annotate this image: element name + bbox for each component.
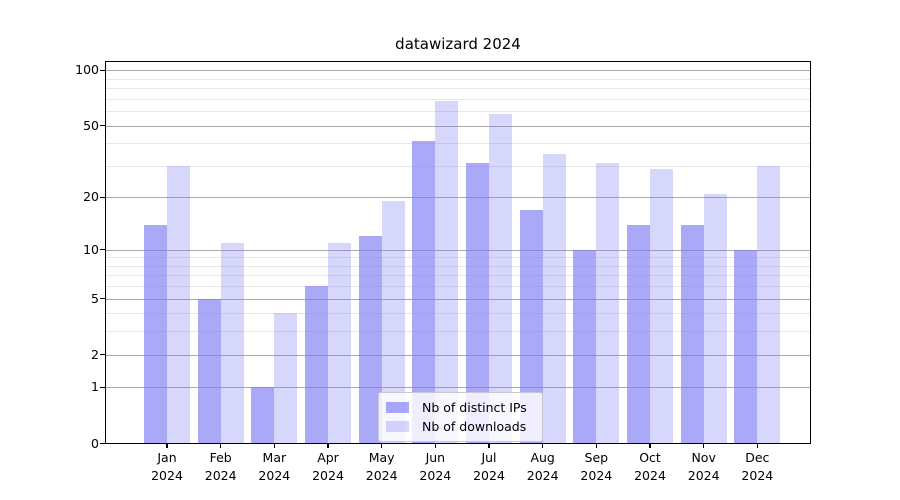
bar-distinct-ips [358,236,382,444]
legend-label: Nb of downloads [422,419,527,434]
y-tick-label: 1 [91,379,99,395]
y-tick-mark [100,69,105,72]
x-tick-label: Mar 2024 [258,450,291,483]
gridline-major [105,354,811,356]
bar-downloads [274,313,298,444]
bar-downloads [596,163,620,444]
x-tick-mark [434,443,436,448]
x-tick-label: Aug 2024 [526,450,559,483]
gridline-minor [105,331,811,333]
gridline-minor [105,313,811,315]
x-tick-mark [756,443,758,448]
gridline-minor [105,88,811,90]
gridline-minor [105,111,811,113]
bar-downloads [650,168,673,444]
x-tick-label: Jan 2024 [151,450,183,483]
bar-distinct-ips [412,141,436,444]
y-tick-mark [100,249,105,251]
bar-downloads [167,165,190,444]
legend-row: Nb of distinct IPs [386,398,534,417]
y-tick-mark [100,354,105,356]
x-tick-label: Apr 2024 [312,450,344,483]
legend: Nb of distinct IPs Nb of downloads [378,392,543,442]
bar-distinct-ips [734,249,758,444]
gridline-minor [105,98,811,100]
gridline-major [105,70,811,72]
x-tick-mark [703,443,705,448]
y-tick-label: 20 [83,189,99,205]
gridline-major [105,387,811,389]
x-tick-mark [166,443,168,448]
bar-downloads [703,193,727,444]
x-tick-label: Sep 2024 [580,450,613,483]
y-tick-label: 5 [91,290,99,306]
x-tick-label: Feb 2024 [204,450,237,483]
legend-swatch-downloads [386,421,409,432]
x-tick-label: Dec 2024 [741,450,774,483]
gridline-minor [105,257,811,259]
bar-downloads [381,201,405,444]
gridline-major [105,249,811,251]
x-tick-label: May 2024 [365,450,398,483]
y-tick-label: 10 [83,241,99,257]
y-tick-mark [100,196,105,199]
chart-title: datawizard 2024 [395,35,521,53]
bar-downloads [542,153,566,444]
y-tick-label: 50 [83,117,99,133]
y-tick-mark [100,442,105,445]
x-tick-mark [488,443,490,448]
x-tick-mark [273,443,275,448]
y-tick-mark [100,298,105,300]
x-tick-mark [327,443,329,448]
y-tick-label: 0 [91,435,99,451]
gridline-minor [105,286,811,288]
gridline-minor [105,78,811,80]
bar-distinct-ips [680,224,704,444]
bar-distinct-ips [466,163,489,444]
x-tick-label: Oct 2024 [634,450,666,483]
bar-distinct-ips [144,224,167,444]
gridline-minor [105,265,811,267]
x-tick-mark [649,443,651,448]
plot-area [105,61,811,444]
bar-distinct-ips [627,224,650,444]
x-tick-mark [381,443,383,448]
gridline-major [105,197,811,199]
x-tick-mark [542,443,544,448]
bar-downloads [757,165,781,444]
gridline-minor [105,143,811,145]
y-tick-mark [100,125,105,127]
bar-downloads [328,242,351,444]
bar-distinct-ips [305,286,328,444]
x-tick-mark [220,443,222,448]
legend-row: Nb of downloads [386,417,534,436]
y-tick-mark [100,386,105,389]
x-tick-mark [595,443,597,448]
gridline-major [105,125,811,127]
bar-distinct-ips [197,298,221,444]
bar-downloads [489,113,512,444]
x-tick-label: Jul 2024 [473,450,505,483]
bar-downloads [220,242,244,444]
bar-distinct-ips [251,387,275,444]
gridline-major [105,298,811,300]
gridline-minor [105,165,811,167]
x-tick-label: Nov 2024 [687,450,720,483]
bar-distinct-ips [519,209,543,444]
bar-distinct-ips [573,249,597,444]
y-tick-label: 2 [91,346,99,362]
gridline-minor [105,275,811,277]
legend-label: Nb of distinct IPs [422,400,527,415]
bar-downloads [435,101,459,444]
legend-swatch-distinct-ips [386,402,409,413]
y-tick-label: 100 [75,62,99,78]
x-tick-label: Jun 2024 [419,450,452,483]
